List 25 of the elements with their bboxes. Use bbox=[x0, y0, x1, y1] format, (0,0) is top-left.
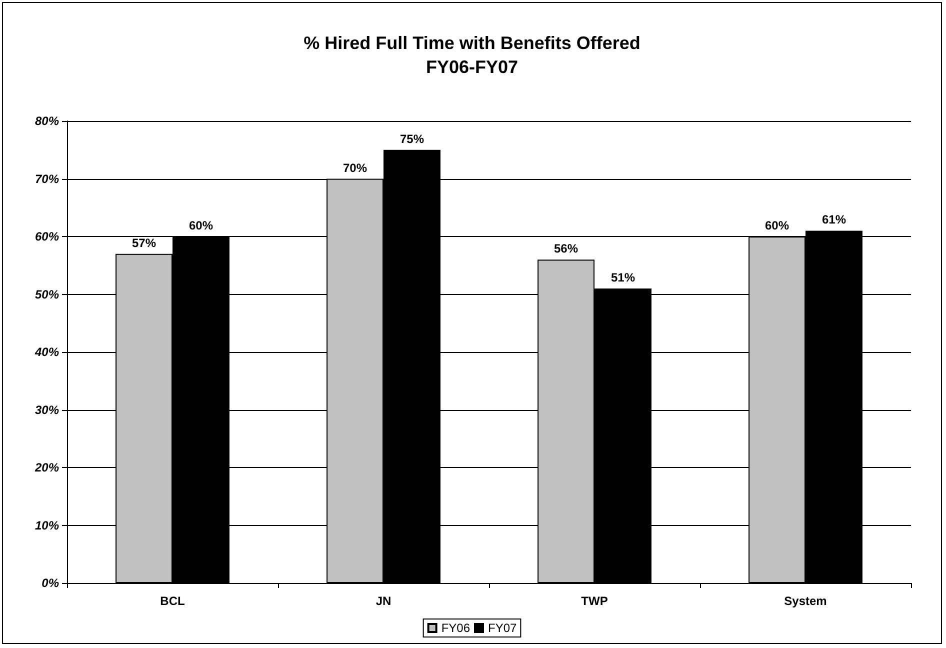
legend-label: FY07 bbox=[488, 621, 518, 635]
y-tick-label: 50% bbox=[34, 287, 60, 302]
y-tick-label: 60% bbox=[34, 230, 60, 244]
chart-title: % Hired Full Time with Benefits Offered bbox=[304, 33, 640, 53]
data-label: 51% bbox=[610, 270, 636, 284]
chart-subtitle: FY06-FY07 bbox=[426, 57, 518, 77]
x-tick-label: System bbox=[784, 594, 827, 608]
data-label: 57% bbox=[132, 236, 156, 250]
data-label: 75% bbox=[400, 132, 424, 146]
y-tick-label: 10% bbox=[34, 518, 60, 532]
data-label: 60% bbox=[765, 218, 790, 232]
data-label: 60% bbox=[188, 218, 214, 232]
y-tick-label: 20% bbox=[34, 460, 60, 474]
y-tick-label: 40% bbox=[34, 345, 60, 359]
data-label: 61% bbox=[822, 212, 846, 227]
x-tick-label: BCL bbox=[160, 594, 185, 608]
y-tick-label: 0% bbox=[42, 576, 60, 590]
data-label: 70% bbox=[343, 160, 368, 175]
y-tick-label: 30% bbox=[34, 402, 60, 417]
x-tick-label: JN bbox=[376, 594, 392, 608]
data-label: 56% bbox=[554, 242, 578, 256]
legend-label: FY06 bbox=[441, 621, 470, 635]
y-tick-label: 80% bbox=[34, 114, 60, 128]
x-tick-label: TWP bbox=[581, 594, 608, 608]
y-tick-label: 70% bbox=[34, 172, 60, 186]
